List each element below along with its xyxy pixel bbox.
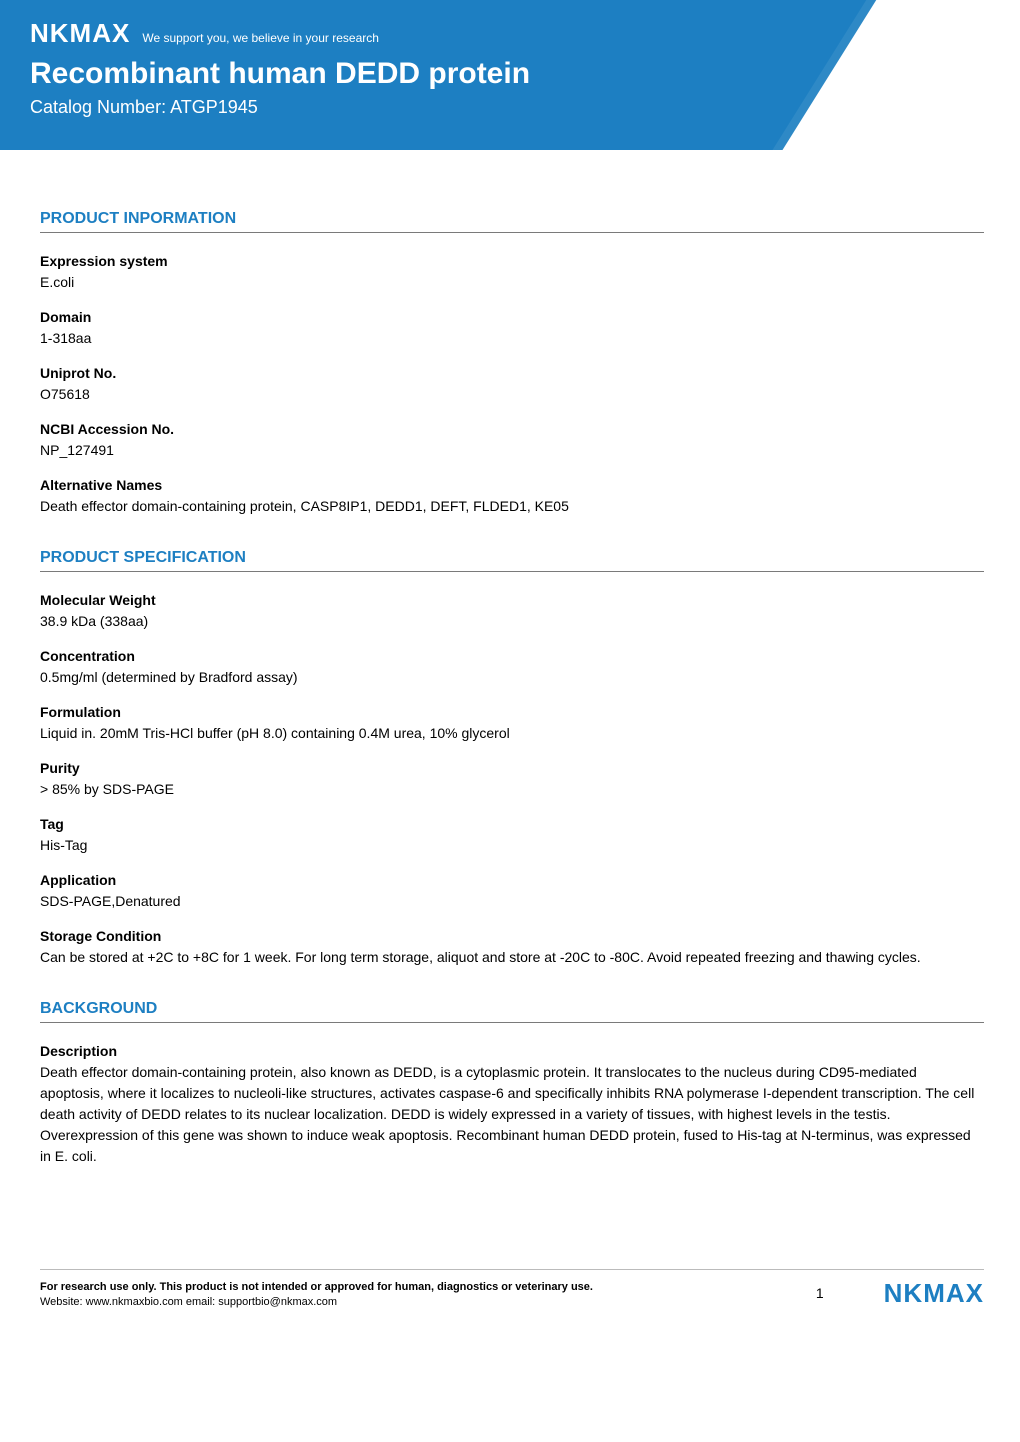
catalog-value: ATGP1945 (170, 97, 258, 117)
field-label: Description (40, 1041, 984, 1062)
footer-right: 1 NKMAX (816, 1278, 984, 1309)
footer-rule (40, 1269, 984, 1270)
field-tag: Tag His-Tag (40, 814, 984, 856)
field-concentration: Concentration 0.5mg/ml (determined by Br… (40, 646, 984, 688)
field-value: Liquid in. 20mM Tris-HCl buffer (pH 8.0)… (40, 723, 984, 744)
page-number: 1 (816, 1285, 824, 1301)
field-value: 1-318aa (40, 328, 984, 349)
catalog-label: Catalog Number: (30, 97, 170, 117)
field-application: Application SDS-PAGE,Denatured (40, 870, 984, 912)
field-value: 38.9 kDa (338aa) (40, 611, 984, 632)
field-value: E.coli (40, 272, 984, 293)
field-label: Uniprot No. (40, 363, 984, 384)
field-value: Death effector domain-containing protein… (40, 496, 984, 517)
field-label: Concentration (40, 646, 984, 667)
field-molecular-weight: Molecular Weight 38.9 kDa (338aa) (40, 590, 984, 632)
field-label: Purity (40, 758, 984, 779)
section-title-background: BACKGROUND (40, 1000, 984, 1023)
tagline: We support you, we believe in your resea… (142, 31, 379, 45)
footer: For research use only. This product is n… (0, 1261, 1020, 1341)
field-alt-names: Alternative Names Death effector domain-… (40, 475, 984, 517)
section-title-product-spec: PRODUCT SPECIFICATION (40, 549, 984, 572)
field-value: His-Tag (40, 835, 984, 856)
field-label: Molecular Weight (40, 590, 984, 611)
field-ncbi: NCBI Accession No. NP_127491 (40, 419, 984, 461)
field-description: Description Death effector domain-contai… (40, 1041, 984, 1167)
field-label: Expression system (40, 251, 984, 272)
footer-line2: Website: www.nkmaxbio.com email: support… (40, 1296, 337, 1308)
field-domain: Domain 1-318aa (40, 307, 984, 349)
field-label: Tag (40, 814, 984, 835)
field-value: NP_127491 (40, 440, 984, 461)
section-title-product-info: PRODUCT INPORMATION (40, 210, 984, 233)
footer-logo: NKMAX (884, 1278, 984, 1309)
field-label: Formulation (40, 702, 984, 723)
field-value: Death effector domain-containing protein… (40, 1062, 984, 1167)
field-label: Storage Condition (40, 926, 984, 947)
field-purity: Purity > 85% by SDS-PAGE (40, 758, 984, 800)
field-formulation: Formulation Liquid in. 20mM Tris-HCl buf… (40, 702, 984, 744)
field-label: Domain (40, 307, 984, 328)
field-uniprot: Uniprot No. O75618 (40, 363, 984, 405)
logo: NKMAX (30, 18, 130, 49)
field-value: O75618 (40, 384, 984, 405)
field-label: NCBI Accession No. (40, 419, 984, 440)
field-label: Alternative Names (40, 475, 984, 496)
field-value: SDS-PAGE,Denatured (40, 891, 984, 912)
field-value: > 85% by SDS-PAGE (40, 779, 984, 800)
content: PRODUCT INPORMATION Expression system E.… (0, 150, 1020, 1201)
field-label: Application (40, 870, 984, 891)
header-banner: NKMAX We support you, we believe in your… (0, 0, 1020, 150)
footer-line1: For research use only. This product is n… (40, 1281, 593, 1293)
field-value: 0.5mg/ml (determined by Bradford assay) (40, 667, 984, 688)
field-storage: Storage Condition Can be stored at +2C t… (40, 926, 984, 968)
field-value: Can be stored at +2C to +8C for 1 week. … (40, 947, 984, 968)
field-expression-system: Expression system E.coli (40, 251, 984, 293)
